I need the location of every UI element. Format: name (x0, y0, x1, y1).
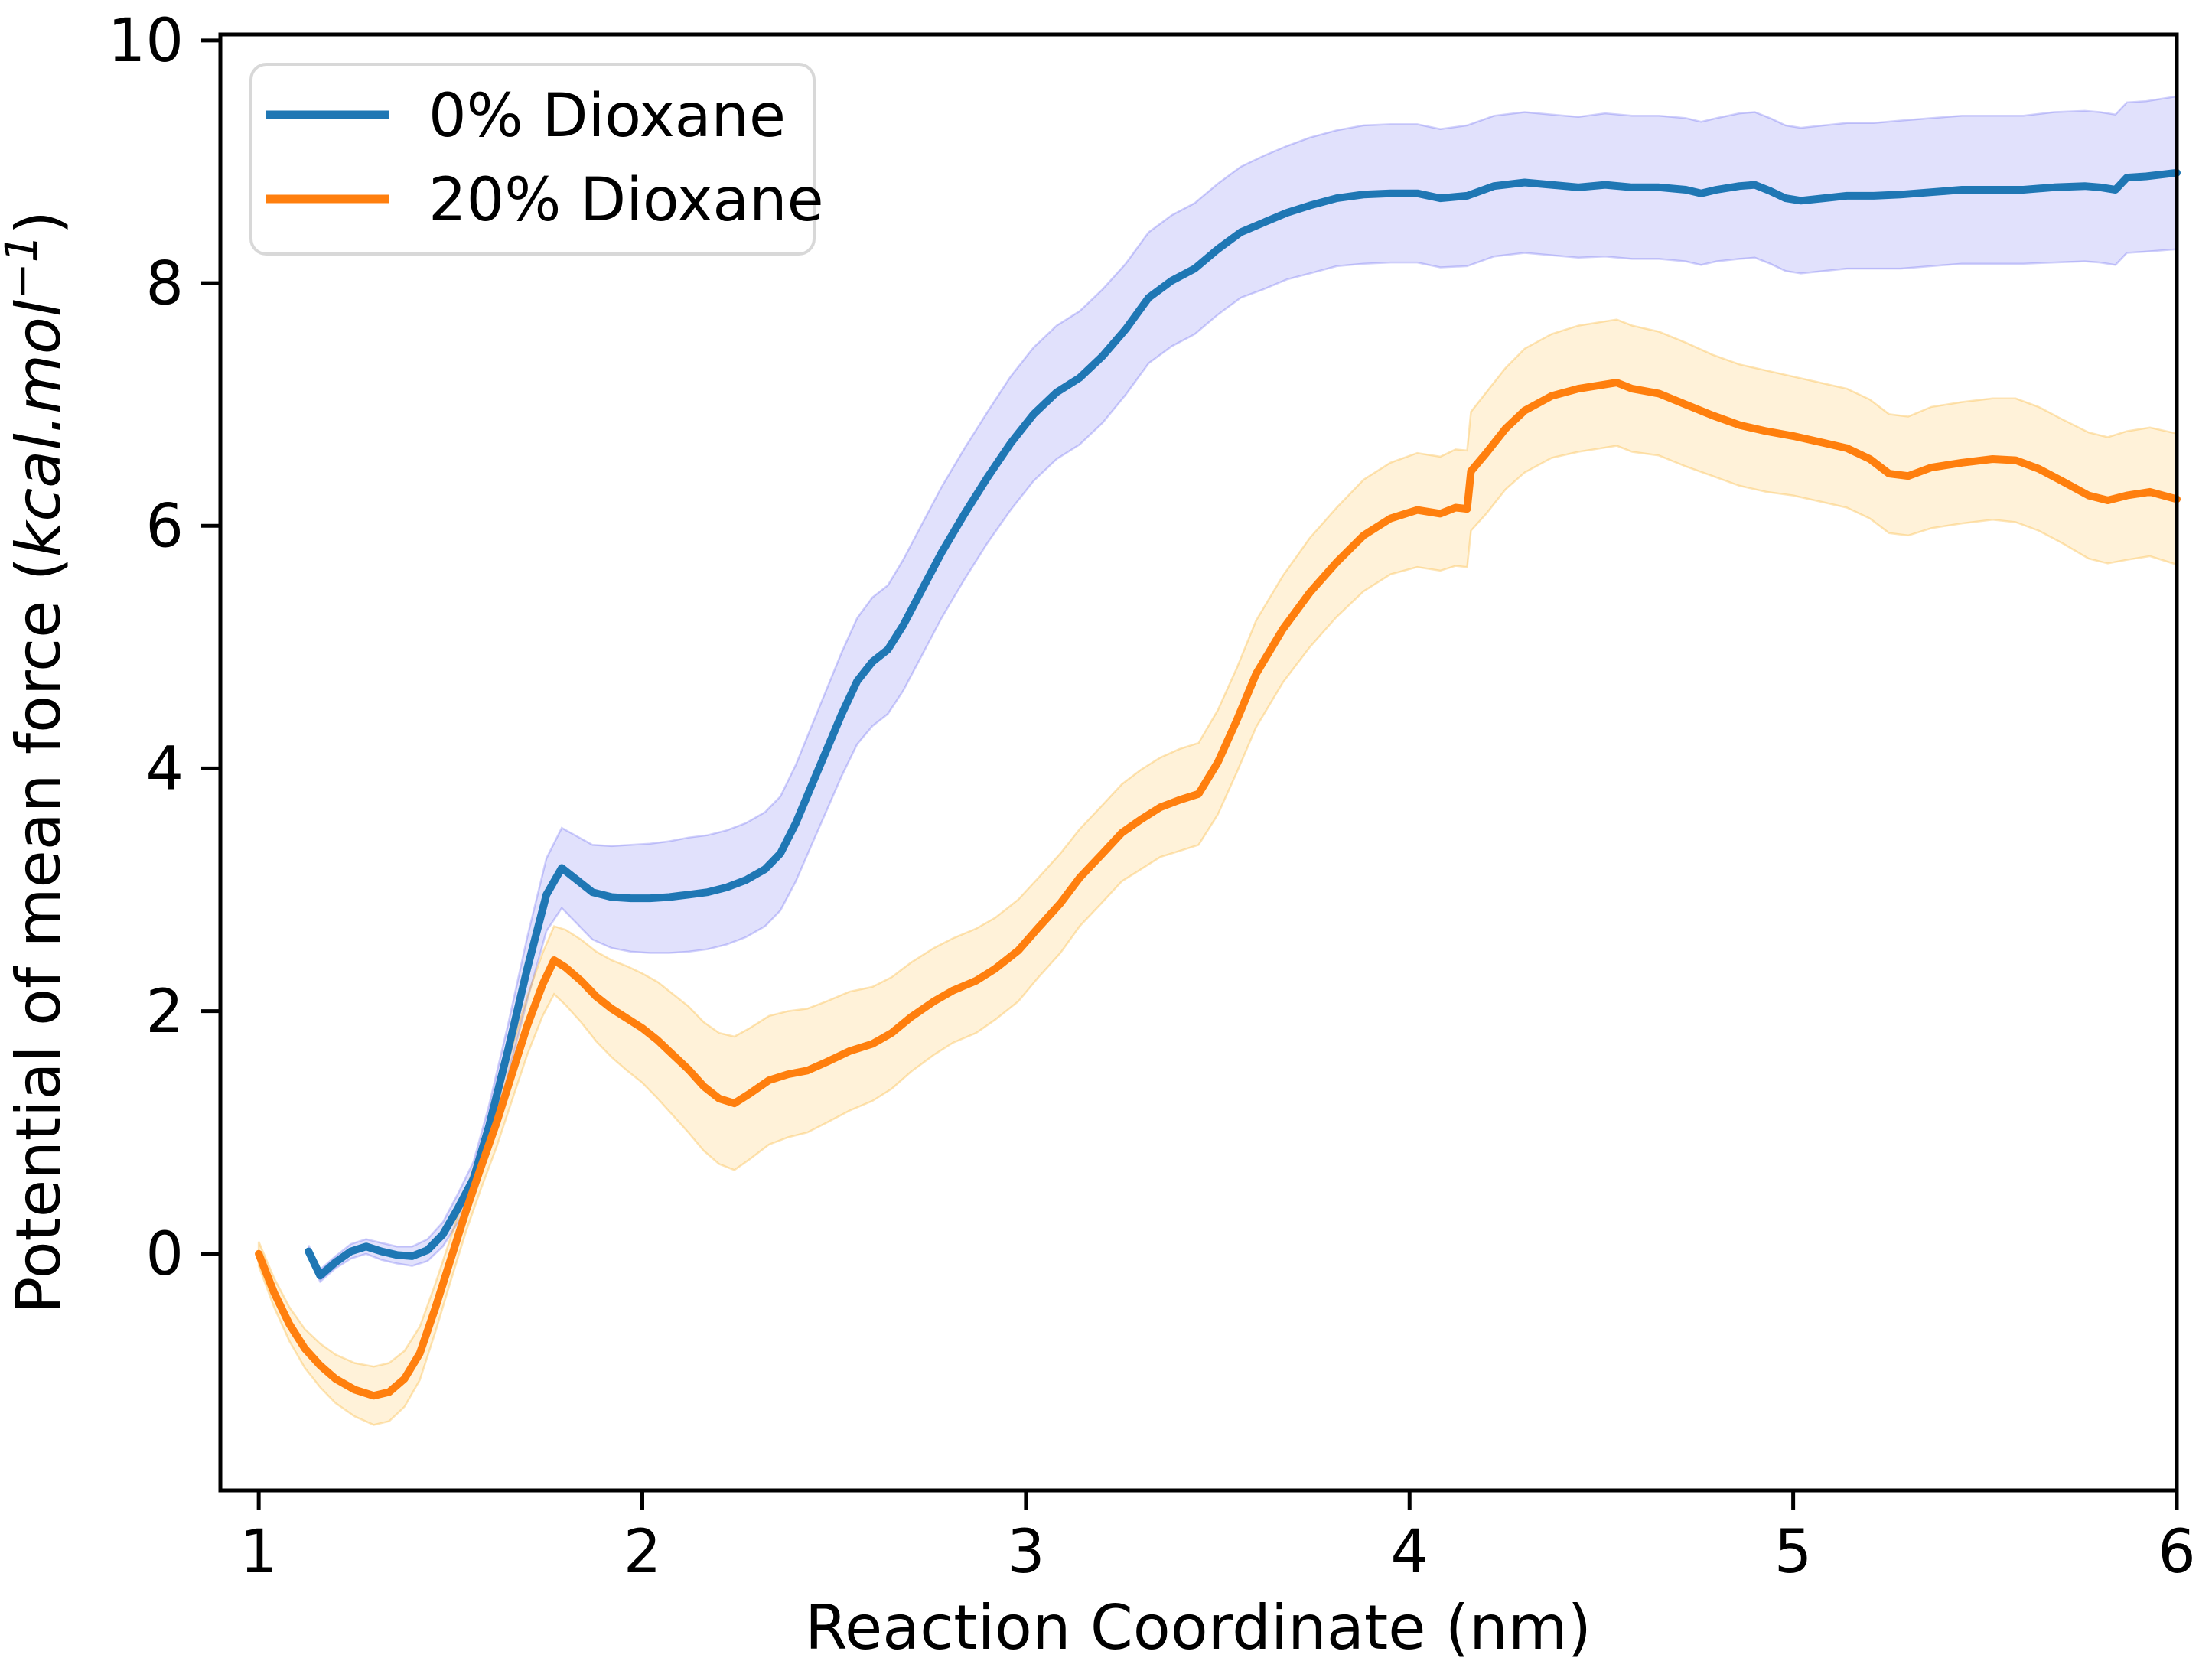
legend-label: 20% Dioxane (428, 166, 824, 235)
y-tick-label: 2 (145, 978, 184, 1047)
y-axis-label: Potential of mean force (kcal.mol−1) (0, 210, 74, 1314)
x-tick-label: 2 (624, 1518, 662, 1587)
legend-box (249, 63, 816, 256)
legend-label: 0% Dioxane (428, 82, 786, 151)
y-tick-label: 6 (145, 493, 184, 562)
y-axis-label-exponent: −1 (0, 234, 47, 300)
y-tick-label: 10 (108, 7, 184, 76)
legend: 0% Dioxane 20% Dioxane (249, 63, 824, 256)
y-axis-label-units: kcal.mol (3, 300, 74, 557)
series-lines-layer (255, 168, 2181, 1400)
y-tick-label: 0 (145, 1220, 184, 1289)
y-tick-label: 8 (145, 249, 184, 318)
series-line-0-dioxane (305, 168, 2181, 1280)
x-tick-label: 4 (1390, 1518, 1429, 1587)
x-tick-label: 6 (2158, 1518, 2196, 1587)
legend-items: 0% Dioxane 20% Dioxane (266, 82, 824, 235)
x-tick-label: 1 (239, 1518, 278, 1587)
y-axis-label-prefix: Potential of mean force ( (3, 557, 74, 1314)
x-axis-ticks: 1 2 3 4 5 6 (239, 1490, 2196, 1587)
x-tick-label: 3 (1007, 1518, 1045, 1587)
y-axis-label-suffix: ) (3, 210, 74, 234)
y-axis-ticks: 0 2 4 6 8 10 (108, 7, 220, 1289)
x-axis-label: Reaction Coordinate (nm) (805, 1592, 1591, 1663)
plot-border (218, 32, 2179, 1493)
x-tick-label: 5 (1774, 1518, 1813, 1587)
y-tick-label: 4 (145, 735, 184, 804)
series-line-20-dioxane (255, 379, 2181, 1400)
